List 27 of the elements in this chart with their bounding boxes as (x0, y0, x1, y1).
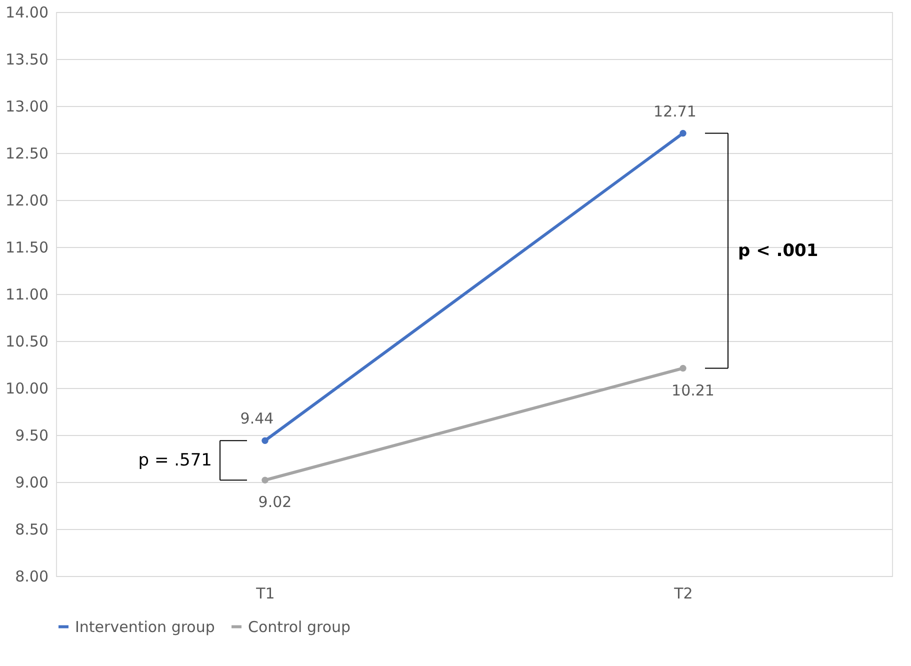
legend-label: Intervention group (75, 618, 215, 636)
y-tick-label: 12.50 (6, 144, 48, 162)
x-tick-label: T2 (673, 584, 693, 602)
legend-label: Control group (248, 618, 351, 636)
annotation: p < .001 (738, 240, 818, 261)
y-tick-label: 10.50 (6, 332, 48, 350)
annotation: p = .571 (138, 450, 212, 470)
y-tick-label: 11.00 (6, 286, 48, 304)
data-label: 9.02 (258, 493, 292, 512)
point (680, 130, 686, 137)
point (262, 476, 268, 484)
y-tick-label: 9.50 (15, 426, 48, 444)
point (262, 437, 268, 444)
y-tick-label: 13.50 (6, 50, 48, 68)
y-tick-label: 10.00 (6, 380, 48, 398)
point (680, 364, 686, 372)
y-tick-label: 8.00 (15, 568, 48, 586)
y-tick-label: 12.00 (6, 192, 48, 210)
y-tick-label: 9.00 (15, 474, 48, 492)
data-label: 12.71 (654, 102, 696, 120)
data-label: 9.44 (240, 410, 274, 428)
y-tick-label: 8.50 (15, 520, 48, 538)
y-tick-label: 11.50 (6, 238, 48, 256)
y-tick-label: 14.00 (6, 4, 48, 22)
x-tick-label: T1 (255, 584, 275, 602)
data-label: 10.21 (672, 381, 714, 400)
y-tick-label: 13.00 (6, 98, 48, 116)
